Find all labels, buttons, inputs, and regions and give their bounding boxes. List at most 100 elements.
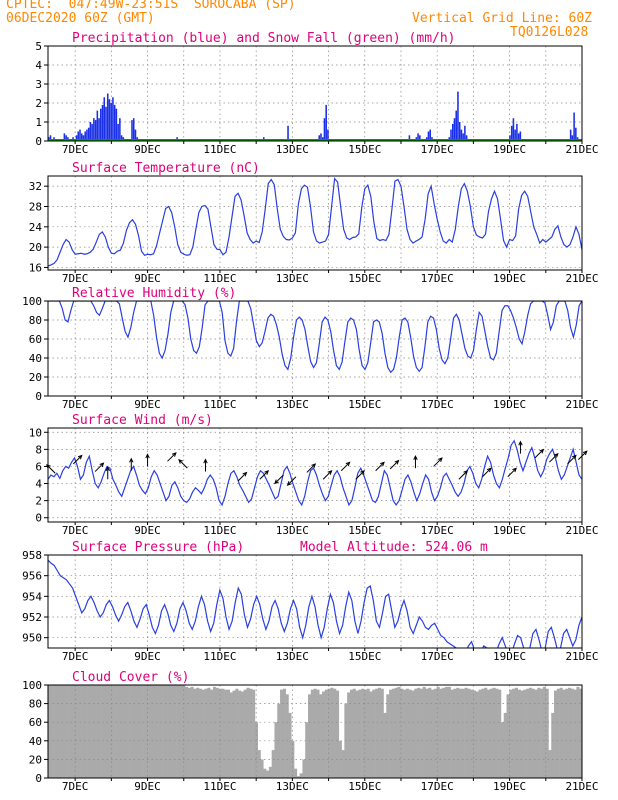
- precip-bar: [517, 133, 520, 141]
- cloud-bar: [551, 712, 555, 778]
- cloud-bar: [363, 689, 368, 778]
- cloud-bar: [238, 690, 242, 778]
- y-tick-label: 0: [35, 135, 42, 148]
- wind-arrow: [433, 457, 443, 467]
- cloud-bar: [254, 722, 258, 778]
- cloud-bar: [95, 685, 99, 778]
- cloud-bar: [442, 687, 446, 778]
- cloud-bar: [87, 685, 91, 778]
- cloud-bar: [171, 685, 175, 778]
- precip-bar: [108, 99, 111, 141]
- x-tick-label: 7DEC: [62, 272, 89, 285]
- precip-bar: [287, 125, 289, 141]
- x-tick-label: 13DEC: [276, 143, 309, 156]
- series-line: [48, 439, 582, 507]
- cloud-bar: [464, 687, 468, 778]
- x-tick-label: 21DEC: [565, 398, 598, 411]
- x-tick-label: 13DEC: [276, 272, 309, 285]
- cloud-bar: [324, 689, 328, 778]
- cloud-bar: [514, 687, 518, 778]
- cloud-bar: [316, 689, 320, 778]
- precip-bar: [120, 135, 123, 141]
- cloud-bar: [369, 691, 373, 778]
- panel-annotation: Model Altitude: 524.06 m: [300, 540, 488, 555]
- cloud-bar: [249, 688, 253, 778]
- x-tick-label: 19DEC: [493, 272, 526, 285]
- cloud-bar: [266, 770, 270, 778]
- cloud-bar: [481, 688, 485, 778]
- cloud-bar: [207, 687, 211, 778]
- precip-bar: [119, 118, 121, 141]
- x-tick-label: 13DEC: [276, 780, 309, 793]
- precip-bar: [457, 91, 459, 141]
- cloud-bar: [81, 685, 85, 778]
- cloud-bar: [486, 689, 491, 778]
- cloud-bar: [461, 688, 465, 778]
- cloud-bar: [425, 688, 429, 778]
- cloud-bar: [484, 687, 488, 778]
- y-tick-label: 40: [29, 352, 42, 365]
- wind-arrow-head: [463, 470, 469, 475]
- x-tick-label: 21DEC: [565, 650, 598, 663]
- x-tick-label: 19DEC: [493, 524, 526, 537]
- panel-frame: [47, 684, 583, 779]
- cloud-bar: [419, 688, 423, 778]
- precip-bar: [103, 97, 106, 141]
- precip-bar: [112, 97, 114, 141]
- x-tick-label: 7DEC: [62, 398, 89, 411]
- cloud-bar: [335, 690, 340, 778]
- precip-bar: [458, 122, 461, 141]
- cloud-bar: [157, 685, 161, 778]
- x-tick-label: 11DEC: [203, 524, 236, 537]
- wind-arrow-head: [178, 458, 183, 464]
- cloud-bar: [282, 688, 286, 778]
- wind-arrow-head: [539, 448, 545, 454]
- wind-arrow-head: [345, 461, 351, 467]
- precip-bar: [318, 135, 321, 141]
- cloud-bar: [352, 688, 356, 778]
- cloud-bar: [333, 688, 337, 778]
- cloud-bar: [319, 694, 323, 778]
- precip-bar: [320, 133, 322, 141]
- panel-5: 0 20 40 60 80 100 7DEC 9DEC 11DEC 13DEC 15DEC 17DEC…: [22, 670, 598, 793]
- wind-arrow-head: [413, 455, 418, 460]
- wind-arrow: [178, 459, 188, 469]
- precip-bar: [455, 110, 457, 141]
- wind-arrow: [507, 467, 517, 478]
- cloud-bar: [48, 685, 52, 778]
- cloud-bar: [280, 689, 284, 778]
- panel-3: 0 2 4 6 8 10 7DEC 9DEC 11DEC 13DEC 15DEC 17DEC 19DEC…: [29, 413, 599, 537]
- cloud-bar: [570, 688, 574, 778]
- wind-arrow: [322, 470, 332, 480]
- cloud-bar: [215, 687, 219, 778]
- cloud-bar: [386, 694, 390, 778]
- wind-arrow-head: [582, 450, 588, 456]
- wind-arrow-head: [571, 454, 577, 460]
- cloud-bar: [291, 740, 295, 778]
- panel-frame: [47, 45, 583, 142]
- cloud-bar: [103, 685, 108, 778]
- precip-bar: [464, 125, 466, 141]
- precip-bar: [514, 129, 516, 141]
- precip-bar: [63, 133, 66, 141]
- y-tick-label: 952: [22, 611, 42, 624]
- cloud-bar: [506, 694, 510, 778]
- y-tick-label: 954: [22, 590, 42, 603]
- cloud-bar: [472, 690, 477, 778]
- y-tick-label: 80: [29, 698, 42, 711]
- y-tick-label: 28: [29, 200, 42, 213]
- cloud-bar: [528, 687, 532, 778]
- wind-arrow: [389, 460, 399, 470]
- wind-arrow-head: [360, 470, 365, 475]
- cloud-bar: [56, 685, 60, 778]
- cloud-bar: [372, 689, 376, 778]
- x-tick-label: 15DEC: [348, 650, 381, 663]
- x-tick-label: 9DEC: [134, 143, 161, 156]
- y-tick-label: 956: [22, 570, 42, 583]
- cloud-bar: [67, 685, 71, 778]
- cloud-bar: [235, 688, 239, 778]
- x-tick-label: 15DEC: [348, 524, 381, 537]
- wind-arrow-head: [99, 462, 105, 468]
- cloud-bar: [559, 687, 563, 778]
- y-tick-label: 100: [22, 295, 42, 308]
